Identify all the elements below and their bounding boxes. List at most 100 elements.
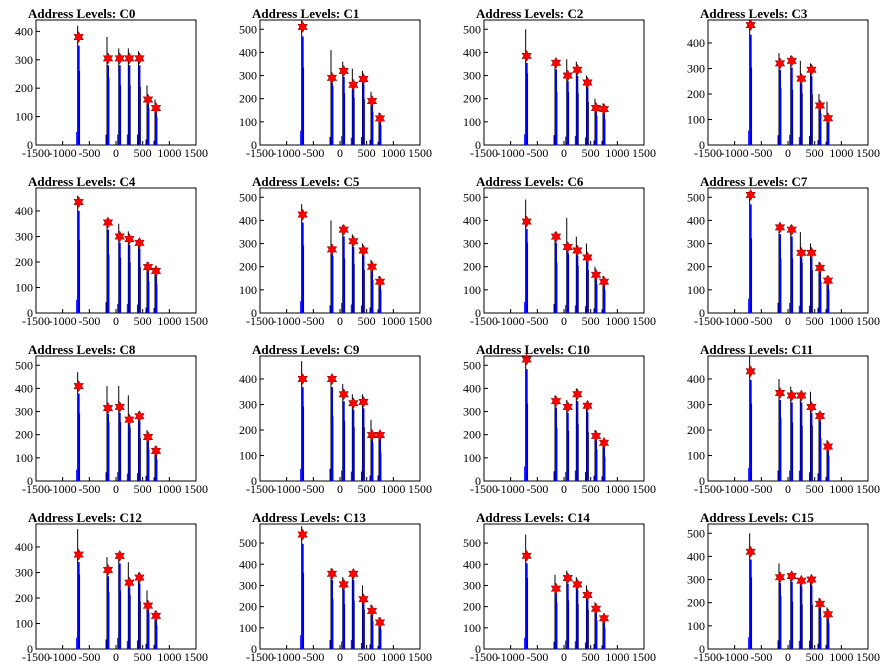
chart-title: Address Levels: C14 <box>476 510 590 525</box>
peak-marker <box>774 221 786 234</box>
peak-marker <box>326 372 338 385</box>
x-tick-label: -1500 <box>694 314 722 328</box>
y-tick-label: 0 <box>699 642 705 656</box>
x-tick-label: -1500 <box>22 314 50 328</box>
y-tick-label: 300 <box>687 397 705 411</box>
peak-marker <box>150 609 162 622</box>
plot-frame <box>35 355 197 482</box>
peak-marker <box>114 400 125 413</box>
plot-frame <box>483 19 645 146</box>
peak-marker <box>814 597 826 610</box>
chart-svg: 0 100 200 300 400 -1500-1000 -500 0 500 1000 1500 <box>239 355 432 496</box>
chart-panel-c5: Address Levels: C5 0 100 200 300 400 500 -1500-… <box>224 168 448 336</box>
chart-svg: 0 100 200 300 400 -1500-1000 -500 0 500 1000 1500 <box>15 187 208 328</box>
plot-frame <box>35 19 197 146</box>
peak-marker <box>73 31 84 44</box>
chart-title: Address Levels: C2 <box>476 6 584 21</box>
x-tick-label: 500 <box>134 146 152 160</box>
peak-marker <box>582 76 593 89</box>
x-tick-label: 1500 <box>184 314 208 328</box>
y-tick-label: 300 <box>463 578 481 592</box>
peak-marker <box>598 275 610 288</box>
x-tick-label: -1000 <box>273 146 301 160</box>
peak-marker <box>150 102 162 115</box>
chart-panel-c1: Address Levels: C1 0 100 200 300 400 500 -1500-… <box>224 0 448 168</box>
peak-marker <box>774 571 786 584</box>
x-tick-label: 500 <box>358 314 376 328</box>
plot-frame <box>35 523 197 650</box>
y-tick-label: 300 <box>463 69 481 83</box>
y-tick-label: 500 <box>463 22 481 36</box>
x-tick-label: 1000 <box>605 314 629 328</box>
x-tick-label: -1000 <box>721 482 749 496</box>
y-tick-label: 400 <box>687 372 705 386</box>
peak-marker <box>582 588 593 602</box>
y-tick-label: 500 <box>15 358 33 372</box>
chart-title: Address Levels: C8 <box>28 342 136 357</box>
y-tick-label: 0 <box>251 474 257 488</box>
peak-marker <box>774 386 786 400</box>
peak-marker <box>142 93 154 106</box>
chart-panel-c15: Address Levels: C15 0 100 200 300 400 500 -1500… <box>672 504 896 672</box>
plot-frame <box>707 523 869 650</box>
x-tick-label: 500 <box>806 650 824 664</box>
peak-marker <box>374 429 386 442</box>
chart-svg: 0 100 200 300 400 500 -1500-1000 -500 0 500 1000 15… <box>239 187 432 328</box>
x-tick-label: 1000 <box>157 650 181 664</box>
y-tick-label: 400 <box>239 372 257 386</box>
x-tick-label: 1000 <box>381 146 405 160</box>
plot-frame <box>259 355 421 482</box>
peak-marker <box>562 240 573 254</box>
peak-marker <box>73 548 84 561</box>
chart-panel-c14: Address Levels: C14 0 100 200 300 400 500 -1500… <box>448 504 672 672</box>
peak-marker <box>297 20 308 33</box>
plot-frame <box>259 187 421 314</box>
x-tick-label: -1000 <box>273 650 301 664</box>
x-tick-label: -1500 <box>470 146 498 160</box>
y-tick-label: 200 <box>463 92 481 106</box>
x-tick-label: 500 <box>134 650 152 664</box>
peak-marker <box>598 612 610 625</box>
y-tick-label: 400 <box>687 36 705 50</box>
x-tick-label: 1000 <box>381 650 405 664</box>
peak-marker <box>774 57 786 70</box>
chart-panel-c9: Address Levels: C9 0 100 200 300 400 -1500 -100… <box>224 336 448 504</box>
peak-marker <box>572 388 583 401</box>
peak-marker <box>338 388 349 401</box>
x-tick-label: -500 <box>302 146 324 160</box>
chart-panel-c4: Address Levels: C4 0 100 200 300 400 -1500 -100… <box>0 168 224 336</box>
x-tick-label: -500 <box>78 482 100 496</box>
chart-title: Address Levels: C0 <box>28 6 136 21</box>
peak-marker <box>374 112 386 125</box>
y-tick-label: 0 <box>699 474 705 488</box>
y-tick-label: 0 <box>475 642 481 656</box>
peak-marker <box>796 574 807 587</box>
chart-panel-c11: Address Levels: C11 0 100 200 300 400 -1500 -10… <box>672 336 896 504</box>
chart-title: Address Levels: C13 <box>252 510 366 525</box>
peak-marker <box>150 264 162 277</box>
x-tick-label: 1500 <box>408 146 432 160</box>
chart-title: Address Levels: C3 <box>700 6 808 21</box>
y-tick-label: 200 <box>687 87 705 101</box>
peak-marker <box>297 208 308 221</box>
chart-panel-c13: Address Levels: C13 0 100 200 300 400 500 -1500… <box>224 504 448 672</box>
chart-svg: 0 100 200 300 400 500 -1500-1000 -500 0 500 1000 15… <box>463 523 656 664</box>
y-tick-label: 100 <box>239 448 257 462</box>
peak-marker <box>822 112 834 125</box>
y-tick-label: 400 <box>463 213 481 227</box>
peak-marker <box>326 243 338 256</box>
y-tick-label: 200 <box>239 92 257 106</box>
peak-marker <box>806 573 817 586</box>
y-tick-label: 400 <box>15 540 33 554</box>
peak-marker <box>590 602 602 615</box>
x-tick-label: -1500 <box>246 650 274 664</box>
x-tick-label: 0 <box>785 482 791 496</box>
y-tick-label: 300 <box>239 578 257 592</box>
x-tick-label: 1500 <box>184 146 208 160</box>
peak-marker <box>806 246 817 259</box>
y-tick-label: 100 <box>239 621 257 635</box>
plot-frame <box>707 187 869 314</box>
y-tick-label: 200 <box>463 600 481 614</box>
y-tick-label: 400 <box>239 213 257 227</box>
peak-marker <box>124 413 135 426</box>
